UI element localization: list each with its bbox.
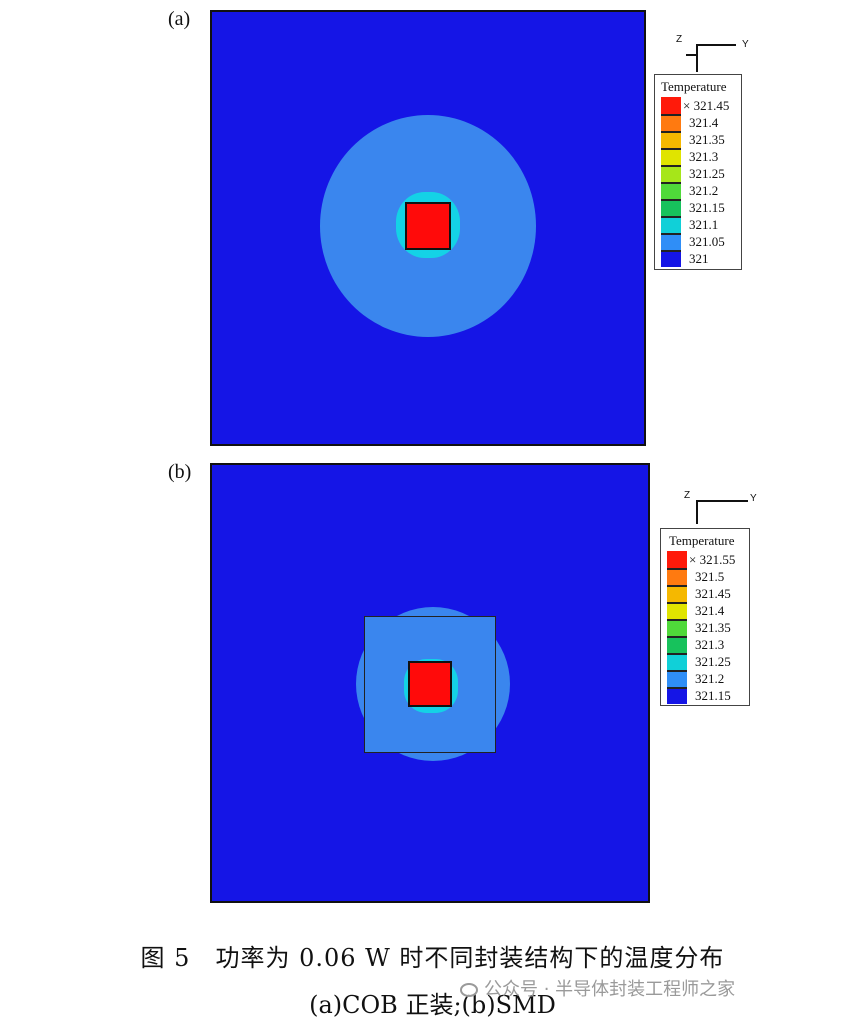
panel-a-label: (a) <box>168 8 191 30</box>
panel-b-legend-separator <box>667 585 687 587</box>
panel-a-legend-swatch <box>661 182 681 199</box>
panel-a-legend-separator <box>661 233 681 235</box>
panel-b-legend-separator <box>667 636 687 638</box>
panel-a-legend-swatch <box>661 216 681 233</box>
panel-a-legend-swatch <box>661 148 681 165</box>
panel-a-legend-separator <box>661 199 681 201</box>
panel-b-legend-separator <box>667 568 687 570</box>
figure-caption-title: 图 5 功率为 0.06 W 时不同封装结构下的温度分布 <box>140 944 725 972</box>
panel-b-chip-core <box>408 661 452 707</box>
panel-b-legend-label: 321.45 <box>695 586 731 601</box>
panel-a-legend-swatch <box>661 114 681 131</box>
panel-b-legend-label: 321.15 <box>695 688 731 703</box>
panel-b-legend-label: 321.3 <box>695 637 725 652</box>
panel-b-legend-label: 321.25 <box>695 654 731 669</box>
panel-a-chip-core <box>405 202 451 250</box>
panel-a-legend-separator <box>661 250 681 252</box>
panel-b-legend-label: 321.2 <box>695 671 725 686</box>
panel-a-axis-z: Z <box>676 34 683 45</box>
panel-a-legend-label: 321 <box>689 251 709 266</box>
panel-b-legend-separator <box>667 619 687 621</box>
panel-a-legend-label: 321.15 <box>689 200 725 215</box>
panel-b-legend-swatch <box>667 551 687 568</box>
panel-b-legend-swatch <box>667 636 687 653</box>
panel-a-legend-label: 321.3 <box>689 149 719 164</box>
panel-a-legend-label: 321.4 <box>689 115 719 130</box>
panel-a-legend-separator <box>661 148 681 150</box>
panel-a-legend: Temperature × 321.45 321.4 321.35 321.3 321.… <box>654 74 742 270</box>
panel-a-legend-swatch <box>661 233 681 250</box>
panel-a-legend-label: × 321.45 <box>683 98 730 113</box>
panel-a-legend-swatch <box>661 199 681 216</box>
panel-b-legend: Temperature × 321.55 321.5 321.45 321.4 321.… <box>660 528 750 706</box>
panel-b-label: (b) <box>168 461 192 483</box>
panel-b-axis-indicator: Z Y <box>684 490 764 530</box>
panel-b-legend-separator <box>667 653 687 655</box>
panel-a-legend-separator <box>661 182 681 184</box>
panel-a-legend-label: 321.2 <box>689 183 719 198</box>
panel-b-legend-label: 321.4 <box>695 603 725 618</box>
panel-b-temperature-plot <box>210 463 650 903</box>
wechat-watermark: 公众号 · 半导体封装工程师之家 <box>460 975 735 1001</box>
panel-b-legend-swatch <box>667 687 687 704</box>
panel-b-legend-label: × 321.55 <box>689 552 736 567</box>
panel-a-axis-y: Y <box>742 39 749 50</box>
panel-a-axis-indicator: Z Y <box>676 34 756 74</box>
panel-a-legend-separator <box>661 114 681 116</box>
panel-b-smd-package-outline <box>364 616 496 753</box>
panel-b-legend-swatch <box>667 653 687 670</box>
panel-b-legend-separator <box>667 670 687 672</box>
panel-b-legend-separator <box>667 602 687 604</box>
panel-b-legend-separator <box>667 687 687 689</box>
panel-a-legend-label: 321.35 <box>689 132 725 147</box>
panel-a-legend-label: 321.05 <box>689 234 725 249</box>
panel-b-legend-label: 321.5 <box>695 569 725 584</box>
panel-b-legend-title: Temperature <box>669 533 735 548</box>
panel-a-legend-label: 321.25 <box>689 166 725 181</box>
panel-a-legend-separator <box>661 165 681 167</box>
panel-a-legend-swatch <box>661 165 681 182</box>
panel-a-legend-separator <box>661 131 681 133</box>
figure-caption-subtitle: (a)COB 正装;(b)SMD <box>309 991 556 1019</box>
panel-b-legend-swatch <box>667 602 687 619</box>
panel-a-legend-swatch <box>661 250 681 267</box>
panel-a-legend-label: 321.1 <box>689 217 719 232</box>
panel-b-legend-swatch <box>667 585 687 602</box>
wechat-icon <box>460 983 478 997</box>
panel-b-axis-z: Z <box>684 490 691 501</box>
panel-b-legend-label: 321.35 <box>695 620 731 635</box>
panel-b-legend-swatch <box>667 670 687 687</box>
panel-b-axis-y: Y <box>750 493 757 504</box>
panel-a-legend-swatch <box>661 97 681 114</box>
panel-a-legend-title: Temperature <box>661 79 727 94</box>
panel-b-legend-swatch <box>667 568 687 585</box>
panel-a-legend-swatch <box>661 131 681 148</box>
watermark-text: 公众号 · 半导体封装工程师之家 <box>484 979 736 1000</box>
panel-a-temperature-plot <box>210 10 646 446</box>
panel-a-legend-separator <box>661 216 681 218</box>
panel-b-legend-swatch <box>667 619 687 636</box>
